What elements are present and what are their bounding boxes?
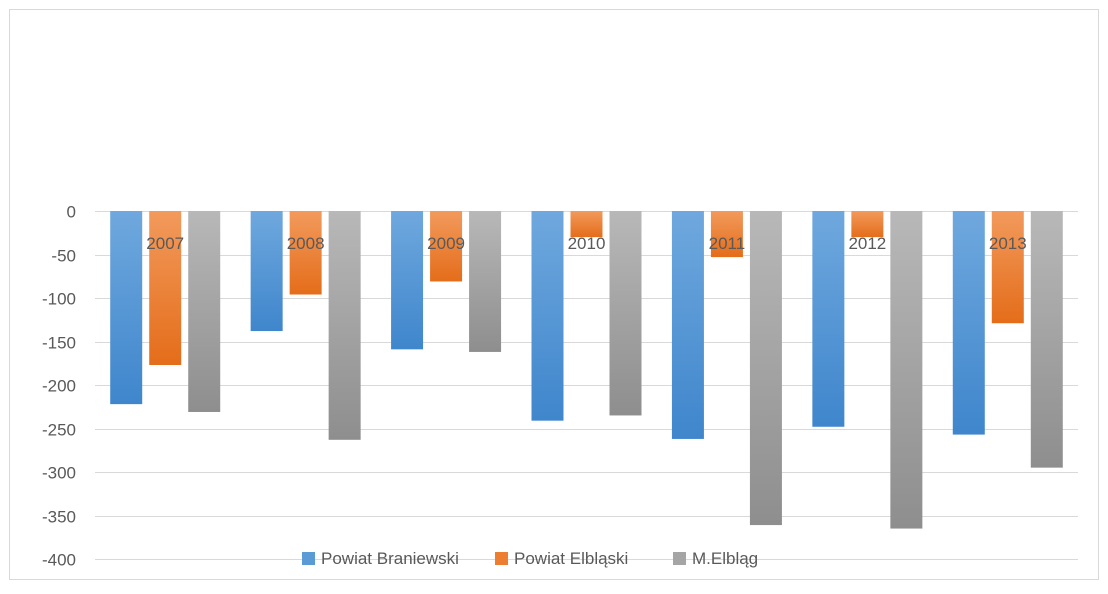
bar-powiat-elbl-ski-2012 xyxy=(851,211,884,238)
legend-label: Powiat Braniewski xyxy=(321,549,459,568)
bar-powiat-braniewski-2007 xyxy=(110,211,143,405)
x-category-label: 2012 xyxy=(848,234,886,253)
x-category-label: 2007 xyxy=(146,234,184,253)
y-tick-label: -150 xyxy=(42,334,76,353)
bar-m-elbl-g-2010 xyxy=(609,211,642,416)
legend: Powiat Braniewski Powiat Elbląski M.Elbląg xyxy=(302,549,758,568)
y-tick-label: -200 xyxy=(42,377,76,396)
legend-swatch xyxy=(495,552,508,565)
bars xyxy=(110,211,1063,529)
y-tick-label: -250 xyxy=(42,421,76,440)
bar-powiat-braniewski-2010 xyxy=(531,211,564,421)
bar-powiat-braniewski-2012 xyxy=(812,211,845,427)
x-category-label: 2010 xyxy=(568,234,606,253)
y-axis-tick-labels: 0 -50 -100 -150 -200 -250 -300 -350 -400 xyxy=(42,203,76,570)
legend-swatch xyxy=(302,552,315,565)
y-tick-label: -100 xyxy=(42,290,76,309)
bar-m-elbl-g-2011 xyxy=(749,211,782,526)
y-tick-label: -400 xyxy=(42,551,76,570)
bar-m-elbl-g-2008 xyxy=(328,211,361,440)
bar-powiat-braniewski-2011 xyxy=(671,211,704,439)
bar-powiat-elbl-ski-2013 xyxy=(991,211,1024,324)
legend-swatch xyxy=(673,552,686,565)
bar-powiat-braniewski-2009 xyxy=(391,211,424,350)
bar-m-elbl-g-2009 xyxy=(469,211,502,352)
x-category-label: 2011 xyxy=(709,234,746,253)
bar-powiat-elbl-ski-2009 xyxy=(430,211,463,282)
x-category-label: 2008 xyxy=(287,234,325,253)
bar-powiat-elbl-ski-2010 xyxy=(570,211,603,238)
bar-powiat-elbl-ski-2011 xyxy=(710,211,743,258)
y-tick-label: -50 xyxy=(51,247,76,266)
x-category-label: 2009 xyxy=(427,234,465,253)
legend-label: Powiat Elbląski xyxy=(514,549,628,568)
x-category-label: 2013 xyxy=(989,234,1027,253)
bar-powiat-elbl-ski-2007 xyxy=(149,211,182,365)
bar-m-elbl-g-2013 xyxy=(1030,211,1063,468)
y-tick-label: 0 xyxy=(67,203,76,222)
bar-powiat-braniewski-2008 xyxy=(250,211,283,332)
bar-m-elbl-g-2012 xyxy=(890,211,923,529)
bar-powiat-braniewski-2013 xyxy=(952,211,985,435)
y-tick-label: -300 xyxy=(42,464,76,483)
bar-m-elbl-g-2007 xyxy=(188,211,221,412)
legend-label: M.Elbląg xyxy=(692,549,758,568)
bar-powiat-elbl-ski-2008 xyxy=(289,211,322,295)
x-axis-category-labels: 2007 2008 2009 2010 2011 2012 2013 xyxy=(146,234,1026,253)
y-tick-label: -350 xyxy=(42,508,76,527)
